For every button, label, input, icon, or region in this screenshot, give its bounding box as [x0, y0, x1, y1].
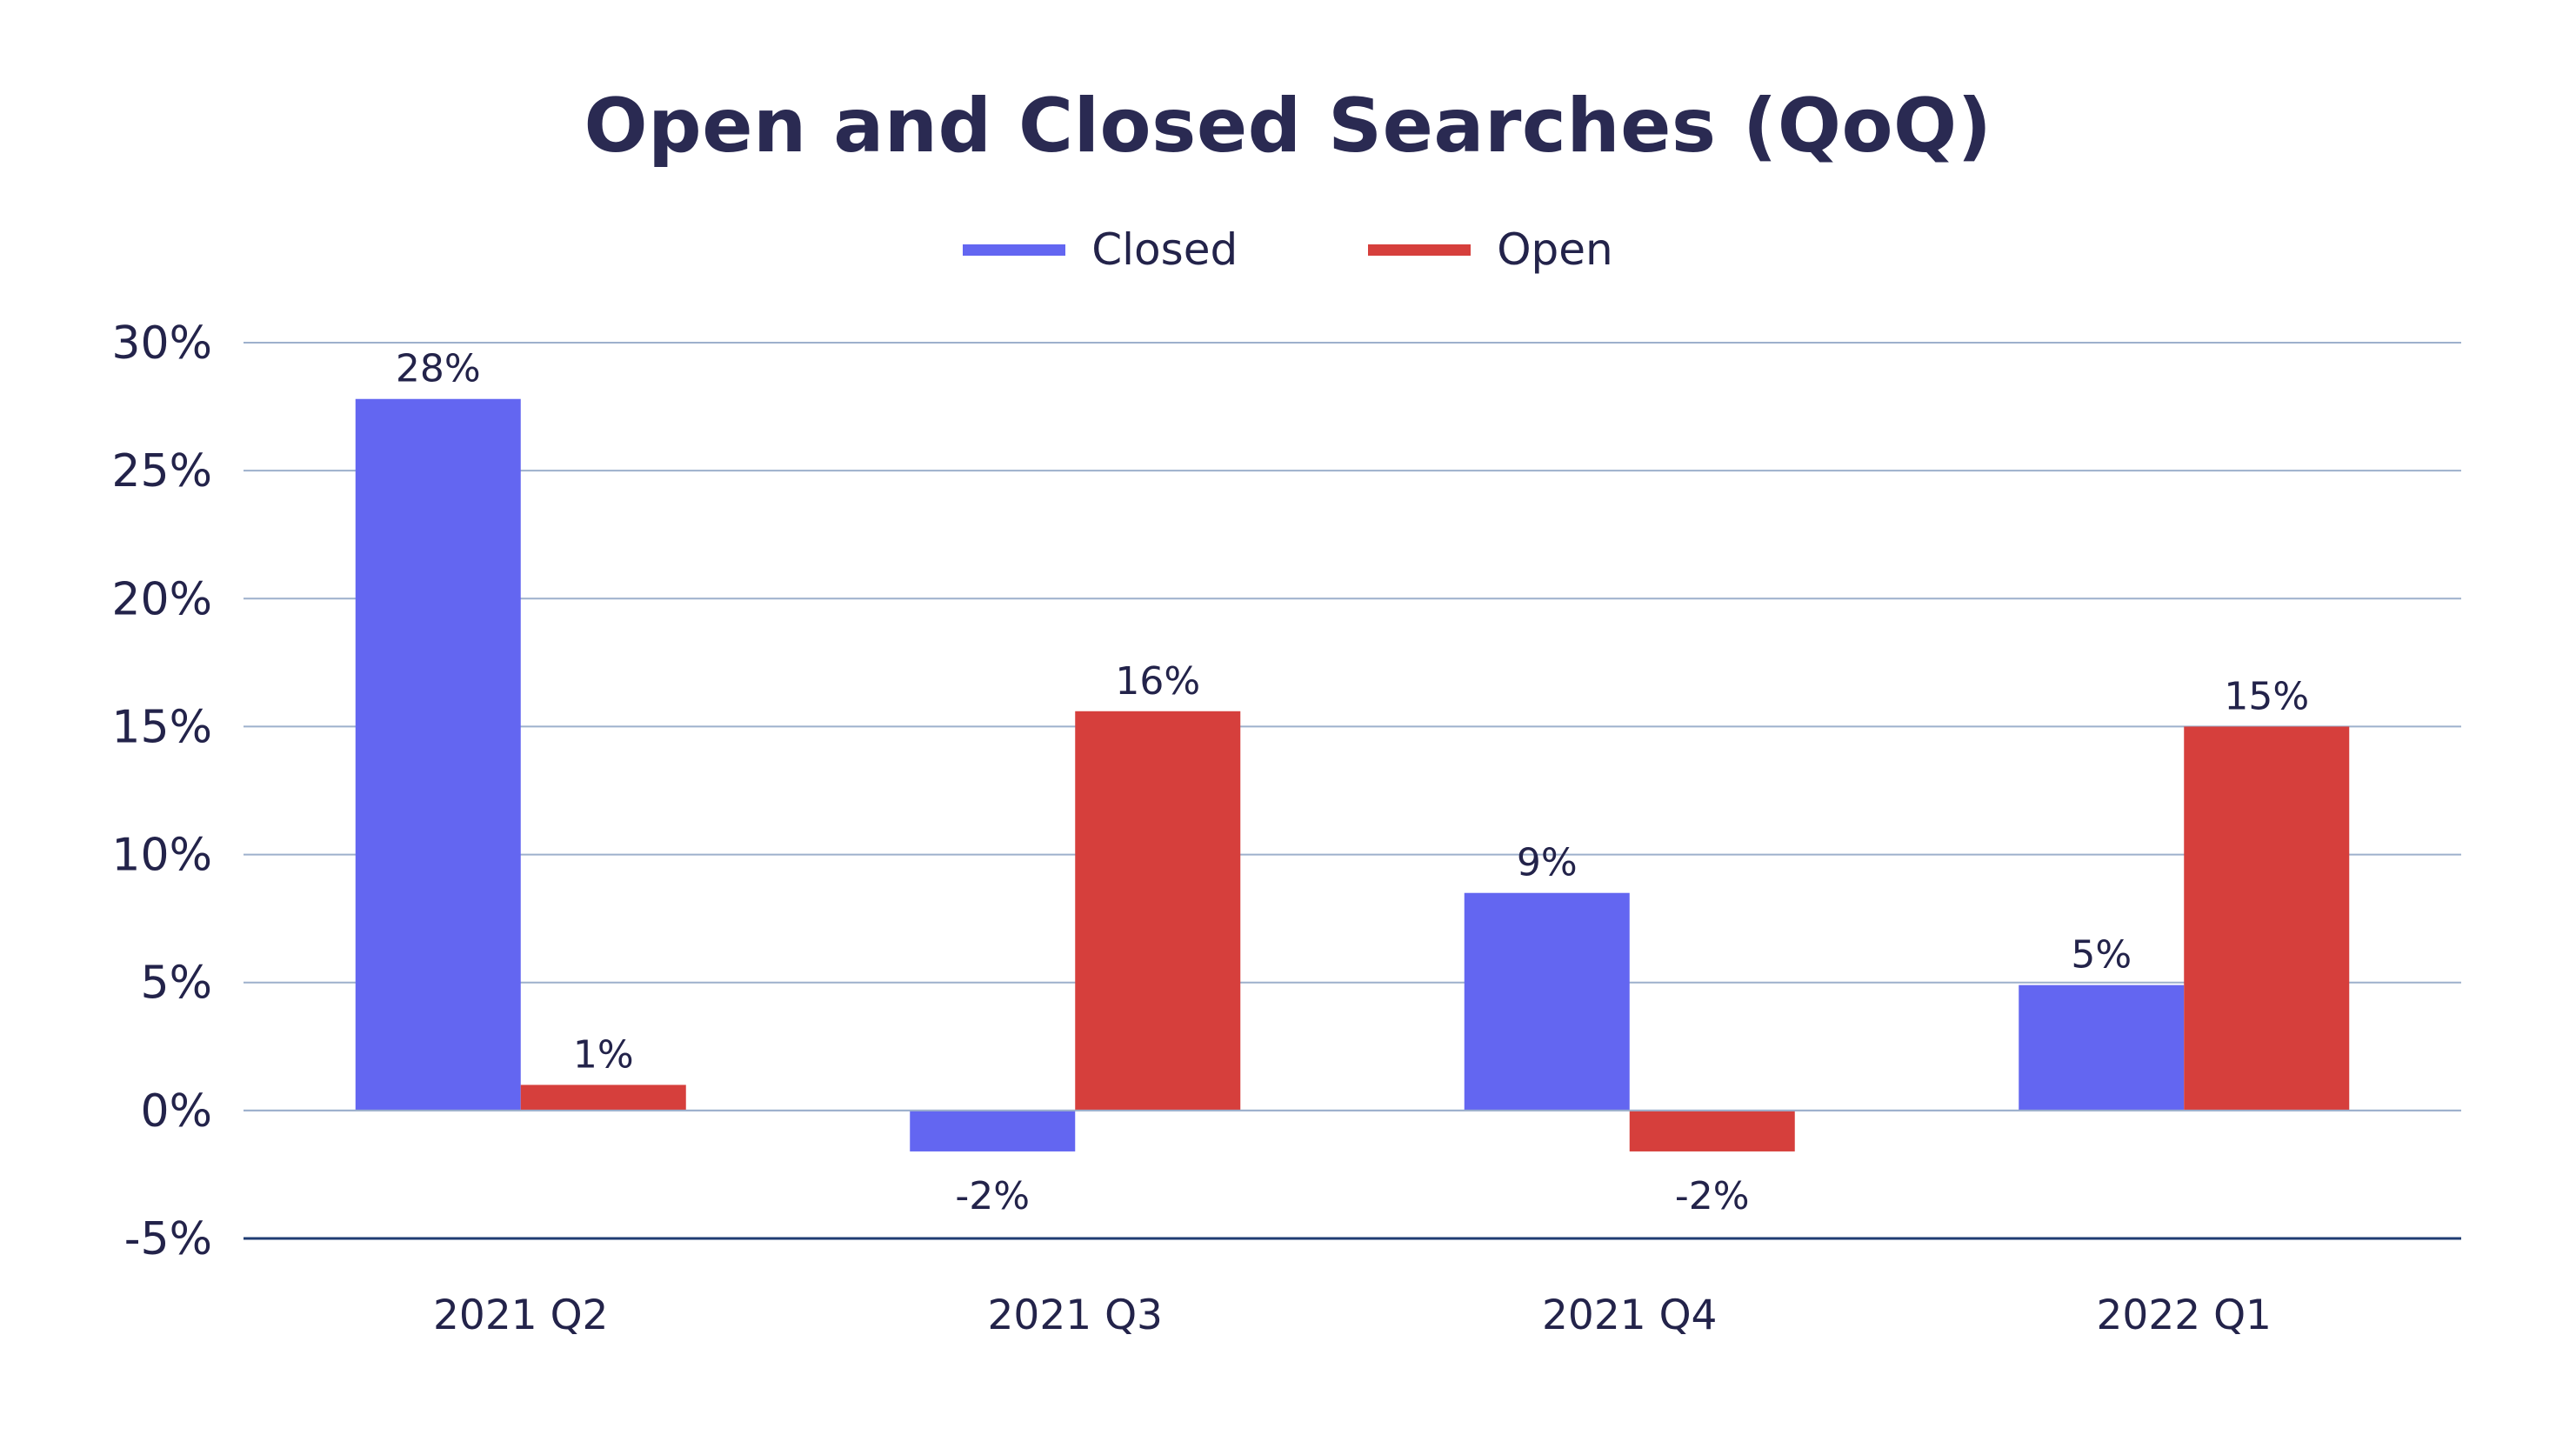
bar-open — [1629, 1110, 1795, 1151]
y-tick-label: 30% — [111, 317, 212, 370]
bar-closed — [355, 398, 521, 1111]
bar-open — [1075, 711, 1241, 1111]
data-label: 1% — [573, 1032, 634, 1077]
bar-closed — [2019, 984, 2185, 1111]
bar-open — [2184, 726, 2350, 1111]
y-tick-label: 20% — [111, 573, 212, 625]
data-label: -2% — [1675, 1174, 1750, 1218]
data-label: 28% — [396, 347, 481, 391]
bar-closed — [910, 1110, 1076, 1151]
legend-label-open: Open — [1497, 224, 1613, 275]
legend-item-closed[interactable]: Closed — [963, 224, 1238, 275]
legend-swatch-open — [1368, 244, 1472, 256]
data-label: -2% — [955, 1174, 1030, 1218]
bar-closed — [1464, 892, 1630, 1111]
legend-item-open[interactable]: Open — [1368, 224, 1613, 275]
x-tick-label: 2021 Q2 — [433, 1292, 608, 1339]
x-tick-label: 2021 Q3 — [988, 1292, 1163, 1339]
y-tick-label: 0% — [141, 1085, 213, 1138]
y-tick-label: 15% — [111, 701, 212, 753]
legend-label-closed: Closed — [1091, 224, 1238, 275]
data-label: 16% — [1115, 659, 1200, 704]
chart-title: Open and Closed Searches (QoQ) — [584, 83, 1992, 170]
data-label: 9% — [1517, 841, 1578, 885]
x-tick-label: 2022 Q1 — [2097, 1292, 2272, 1339]
y-tick-label: 10% — [111, 830, 212, 882]
data-label: 5% — [2071, 933, 2132, 978]
legend: Closed Open — [0, 224, 2576, 275]
y-tick-label: 25% — [111, 445, 212, 497]
data-label: 15% — [2224, 674, 2309, 718]
bar-open — [520, 1085, 686, 1111]
y-tick-label: -5% — [124, 1213, 212, 1265]
y-tick-label: 5% — [141, 958, 213, 1010]
x-tick-label: 2021 Q4 — [1542, 1292, 1717, 1339]
legend-swatch-closed — [963, 244, 1066, 256]
